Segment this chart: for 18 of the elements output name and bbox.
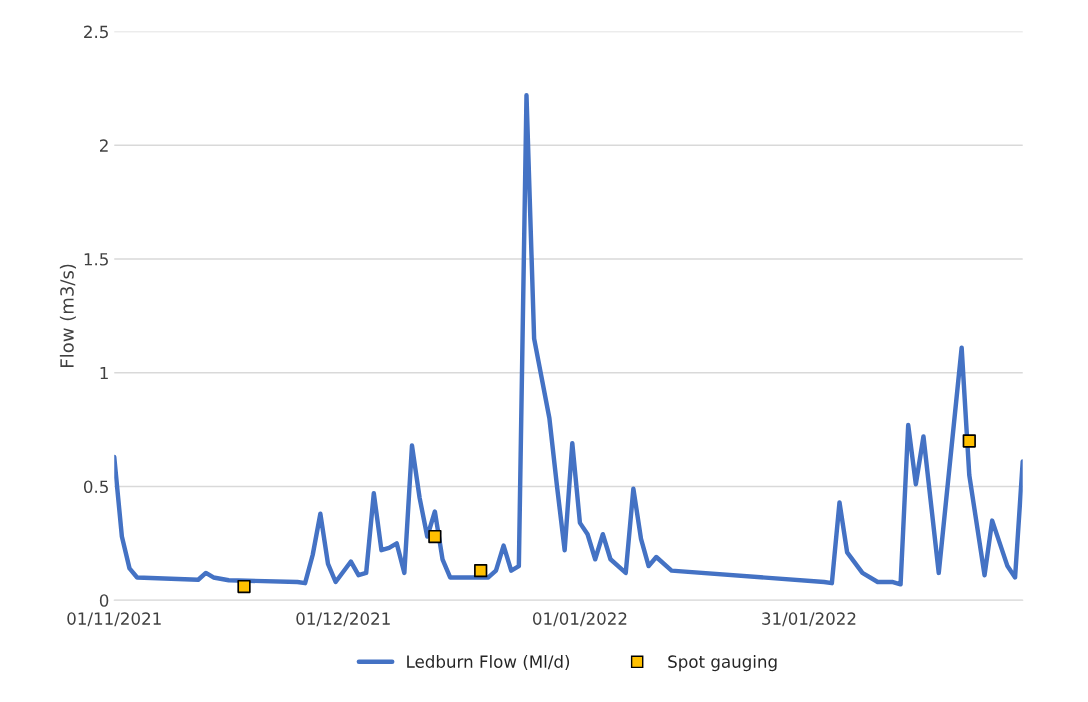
point [428,529,442,544]
line-series [114,93,1023,587]
y-tick-label: 2 [100,139,108,152]
x-tick-label: 01/11/2021 [67,612,161,627]
y-tick-label: 1 [100,366,108,380]
legend-label: Spot gauging [668,655,777,672]
point [474,563,488,578]
legend-label: Ledburn Flow (Ml/d) [407,655,570,670]
point [237,579,251,594]
x-tick-label: 01/12/2021 [296,612,390,627]
x-tick-label: 01/01/2022 [533,612,627,627]
point [962,434,976,448]
y-tick-label: 2.5 [84,25,108,39]
y-tick-label: 0 [99,594,109,607]
y-tick-label: 0.5 [83,480,108,494]
y-axis-title: Flow (m3/s) [59,264,76,367]
x-tick-label: 31/01/2022 [762,612,856,627]
y-tick-label: 1.5 [84,253,108,266]
